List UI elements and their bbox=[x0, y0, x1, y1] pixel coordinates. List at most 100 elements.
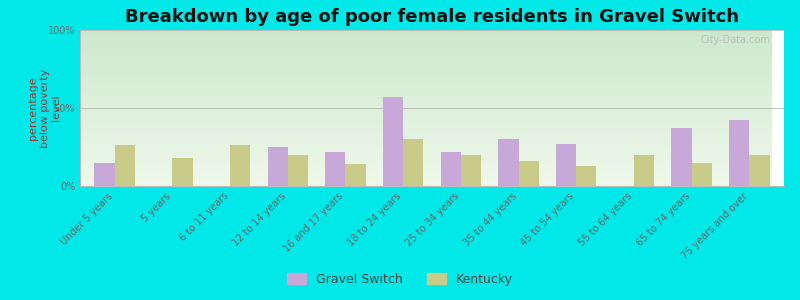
Bar bbox=[346, 164, 366, 186]
Bar bbox=[80, 107, 773, 108]
Bar bbox=[80, 84, 773, 85]
Bar bbox=[80, 176, 773, 177]
Bar bbox=[80, 169, 773, 170]
Bar bbox=[80, 43, 773, 44]
Bar bbox=[80, 44, 773, 45]
Bar bbox=[80, 115, 773, 116]
Bar bbox=[172, 158, 193, 186]
Bar bbox=[441, 152, 461, 186]
Bar bbox=[80, 45, 773, 46]
Bar bbox=[80, 72, 773, 73]
Bar bbox=[80, 127, 773, 128]
Bar bbox=[80, 170, 773, 171]
Bar bbox=[498, 139, 518, 186]
Bar bbox=[80, 54, 773, 55]
Bar bbox=[80, 184, 773, 185]
Bar bbox=[80, 70, 773, 71]
Bar bbox=[80, 94, 773, 95]
Bar bbox=[80, 139, 773, 140]
Bar bbox=[80, 174, 773, 175]
Bar bbox=[80, 99, 773, 100]
Bar bbox=[576, 166, 597, 186]
Bar bbox=[80, 150, 773, 151]
Bar bbox=[692, 163, 712, 186]
Bar bbox=[80, 66, 773, 67]
Bar bbox=[80, 114, 773, 115]
Text: City-Data.com: City-Data.com bbox=[700, 35, 770, 45]
Bar bbox=[267, 147, 288, 186]
Bar bbox=[80, 134, 773, 135]
Bar bbox=[80, 112, 773, 113]
Bar bbox=[80, 77, 773, 78]
Bar bbox=[80, 175, 773, 176]
Legend: Gravel Switch, Kentucky: Gravel Switch, Kentucky bbox=[282, 268, 518, 291]
Bar bbox=[80, 37, 773, 38]
Bar bbox=[80, 118, 773, 119]
Bar bbox=[671, 128, 692, 186]
Bar bbox=[80, 124, 773, 125]
Bar bbox=[80, 133, 773, 134]
Bar bbox=[80, 41, 773, 42]
Bar bbox=[80, 149, 773, 150]
Bar bbox=[80, 87, 773, 88]
Bar bbox=[80, 88, 773, 89]
Bar bbox=[383, 97, 403, 186]
Bar bbox=[80, 155, 773, 156]
Bar bbox=[80, 185, 773, 186]
Bar bbox=[80, 111, 773, 112]
Bar bbox=[80, 154, 773, 155]
Bar bbox=[80, 138, 773, 139]
Bar bbox=[80, 53, 773, 54]
Bar bbox=[80, 132, 773, 133]
Bar bbox=[80, 135, 773, 136]
Bar bbox=[80, 76, 773, 77]
Bar bbox=[80, 86, 773, 87]
Bar bbox=[80, 65, 773, 66]
Bar bbox=[80, 69, 773, 70]
Bar bbox=[80, 152, 773, 153]
Bar bbox=[80, 166, 773, 167]
Bar bbox=[326, 152, 346, 186]
Bar bbox=[634, 155, 654, 186]
Bar bbox=[80, 96, 773, 97]
Bar bbox=[80, 143, 773, 144]
Bar bbox=[288, 155, 308, 186]
Bar bbox=[80, 123, 773, 124]
Bar bbox=[80, 55, 773, 56]
Bar bbox=[80, 105, 773, 106]
Bar bbox=[80, 100, 773, 101]
Bar bbox=[80, 62, 773, 63]
Bar bbox=[80, 85, 773, 86]
Bar bbox=[80, 82, 773, 83]
Bar bbox=[80, 178, 773, 179]
Bar bbox=[80, 104, 773, 105]
Bar bbox=[80, 30, 773, 31]
Y-axis label: percentage
below poverty
level: percentage below poverty level bbox=[28, 68, 62, 148]
Bar bbox=[80, 113, 773, 114]
Bar bbox=[80, 60, 773, 61]
Bar bbox=[80, 98, 773, 99]
Bar bbox=[80, 33, 773, 34]
Bar bbox=[80, 93, 773, 94]
Bar bbox=[80, 40, 773, 41]
Bar bbox=[80, 92, 773, 93]
Bar bbox=[80, 36, 773, 37]
Bar bbox=[80, 148, 773, 149]
Bar bbox=[80, 56, 773, 57]
Bar bbox=[80, 119, 773, 120]
Bar bbox=[230, 146, 250, 186]
Bar bbox=[80, 162, 773, 163]
Bar bbox=[80, 157, 773, 158]
Bar bbox=[80, 164, 773, 165]
Bar bbox=[80, 63, 773, 64]
Bar bbox=[80, 163, 773, 164]
Bar bbox=[94, 163, 114, 186]
Bar bbox=[80, 97, 773, 98]
Bar bbox=[80, 144, 773, 145]
Title: Breakdown by age of poor female residents in Gravel Switch: Breakdown by age of poor female resident… bbox=[125, 8, 739, 26]
Bar bbox=[80, 73, 773, 74]
Bar bbox=[80, 59, 773, 60]
Bar bbox=[80, 110, 773, 111]
Bar bbox=[80, 39, 773, 40]
Bar bbox=[80, 180, 773, 181]
